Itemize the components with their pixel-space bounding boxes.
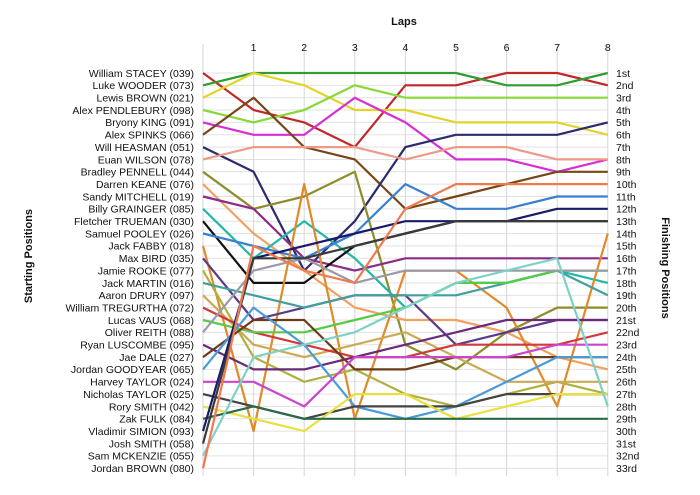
driver-label: Bradley PENNELL (044) [81, 167, 194, 179]
finish-position-label: 25th [616, 364, 637, 376]
driver-label: Luke WOODER (073) [92, 80, 194, 92]
lap-label: 3 [352, 42, 358, 54]
driver-label: Harvey TAYLOR (024) [90, 377, 194, 389]
driver-label: William TREGURTHA (072) [65, 302, 194, 314]
series-line [202, 96, 609, 173]
driver-label: Ryan LUSCOMBE (095) [80, 340, 194, 352]
driver-label: Alex PENDLEBURY (098) [72, 105, 194, 117]
finish-position-label: 7th [616, 142, 631, 154]
driver-label: Fletcher TRUEMAN (030) [74, 216, 194, 228]
y-axis-left-title: Starting Positions [23, 209, 35, 303]
driver-label: Lucas VAUS (068) [108, 315, 194, 327]
lap-label: 4 [402, 42, 408, 54]
driver-label: Jack MARTIN (016) [102, 278, 194, 290]
finish-position-label: 33rd [616, 463, 637, 475]
finish-position-label: 28th [616, 401, 637, 413]
series-line [202, 71, 609, 87]
driver-label: Lewis BROWN (021) [97, 93, 194, 105]
driver-label: Sandy MITCHELL (019) [82, 191, 194, 203]
finish-position-label: 15th [616, 241, 637, 253]
driver-label: Josh SMITH (058) [109, 438, 194, 450]
series-line [202, 71, 609, 136]
finish-position-label: 27th [616, 389, 637, 401]
series-line [202, 294, 608, 383]
finish-position-label: 21st [616, 315, 636, 327]
finish-position-label: 5th [616, 117, 631, 129]
finish-position-label: 24th [616, 352, 637, 364]
finish-position-label: 26th [616, 377, 637, 389]
driver-label: Billy GRAINGER (085) [88, 204, 194, 216]
finish-position-label: 18th [616, 278, 637, 290]
finish-position-label: 11th [616, 191, 636, 203]
series-line [202, 405, 608, 420]
series-line [202, 84, 608, 124]
series-line [201, 183, 608, 469]
series-line [202, 183, 608, 260]
finish-position-label: 22nd [616, 327, 640, 339]
series-layer [201, 71, 609, 469]
driver-label: Rory SMITH (042) [109, 401, 194, 413]
series-line [202, 257, 609, 457]
driver-label: Jack FABBY (018) [108, 241, 194, 253]
finish-position-label: 2nd [616, 80, 634, 92]
series-line [202, 318, 608, 371]
driver-label: Alex SPINKS (066) [105, 130, 194, 142]
finish-position-label: 17th [616, 265, 637, 277]
driver-label: Oliver REITH (088) [105, 327, 194, 339]
driver-label: Jordan BROWN (080) [91, 463, 194, 475]
lap-label: 6 [504, 42, 510, 54]
chart-title: Laps [391, 16, 417, 28]
lap-label: 2 [301, 42, 307, 54]
finish-position-label: 16th [616, 253, 637, 265]
finish-position-label: 8th [616, 154, 631, 166]
driver-label: Sam MCKENZIE (055) [88, 451, 194, 463]
lap-label: 8 [605, 42, 611, 54]
finish-position-label: 9th [616, 167, 631, 179]
driver-label: Jordan GOODYEAR (065) [71, 364, 194, 376]
finish-position-label: 13th [616, 216, 637, 228]
series-line [202, 257, 608, 333]
driver-label: Aaron DRURY (097) [99, 290, 194, 302]
series-line [201, 220, 608, 444]
starting-position-labels: William STACEY (039)Luke WOODER (073)Lew… [65, 68, 194, 475]
driver-label: Will HEASMAN (051) [95, 142, 194, 154]
driver-label: Max BIRD (035) [119, 253, 194, 265]
lap-label: 7 [554, 42, 560, 54]
series-line [202, 146, 608, 161]
lap-label: 5 [453, 42, 459, 54]
finish-position-label: 32nd [616, 451, 640, 463]
y-axis-right-title: Finishing Positions [659, 217, 671, 318]
finish-position-label: 10th [616, 179, 637, 191]
finish-position-label: 4th [616, 105, 631, 117]
driver-label: Samuel POOLEY (026) [85, 228, 194, 240]
driver-label: Bryony KING (091) [105, 117, 194, 129]
finish-position-label: 29th [616, 414, 637, 426]
finish-position-label: 14th [616, 228, 637, 240]
lap-labels: 1 2 3 4 5 6 7 8 [251, 42, 611, 54]
finishing-position-labels: 1st2nd3rd4th5th6th7th8th9th10th11th12th1… [616, 68, 640, 475]
driver-label: Zak FULK (084) [119, 414, 194, 426]
series-line [202, 195, 608, 272]
finish-position-label: 30th [616, 426, 637, 438]
finish-position-label: 20th [616, 302, 637, 314]
driver-label: Euan WILSON (078) [98, 154, 194, 166]
driver-label: Darren KEANE (076) [96, 179, 194, 191]
finish-position-label: 23rd [616, 340, 637, 352]
driver-label: William STACEY (039) [89, 68, 194, 80]
finish-position-label: 12th [616, 204, 637, 216]
finish-position-label: 19th [616, 290, 637, 302]
series-line [202, 393, 608, 433]
driver-label: Nicholas TAYLOR (025) [83, 389, 194, 401]
finish-position-label: 3rd [616, 93, 631, 105]
finish-position-label: 31st [616, 438, 636, 450]
finish-position-label: 1st [616, 68, 630, 80]
driver-label: Jae DALE (027) [119, 352, 194, 364]
series-line [203, 343, 608, 408]
driver-label: Jamie ROOKE (077) [98, 265, 194, 277]
finish-position-label: 6th [616, 130, 631, 142]
driver-label: Vladimir SIMION (093) [88, 426, 194, 438]
lap-label: 1 [251, 42, 257, 54]
